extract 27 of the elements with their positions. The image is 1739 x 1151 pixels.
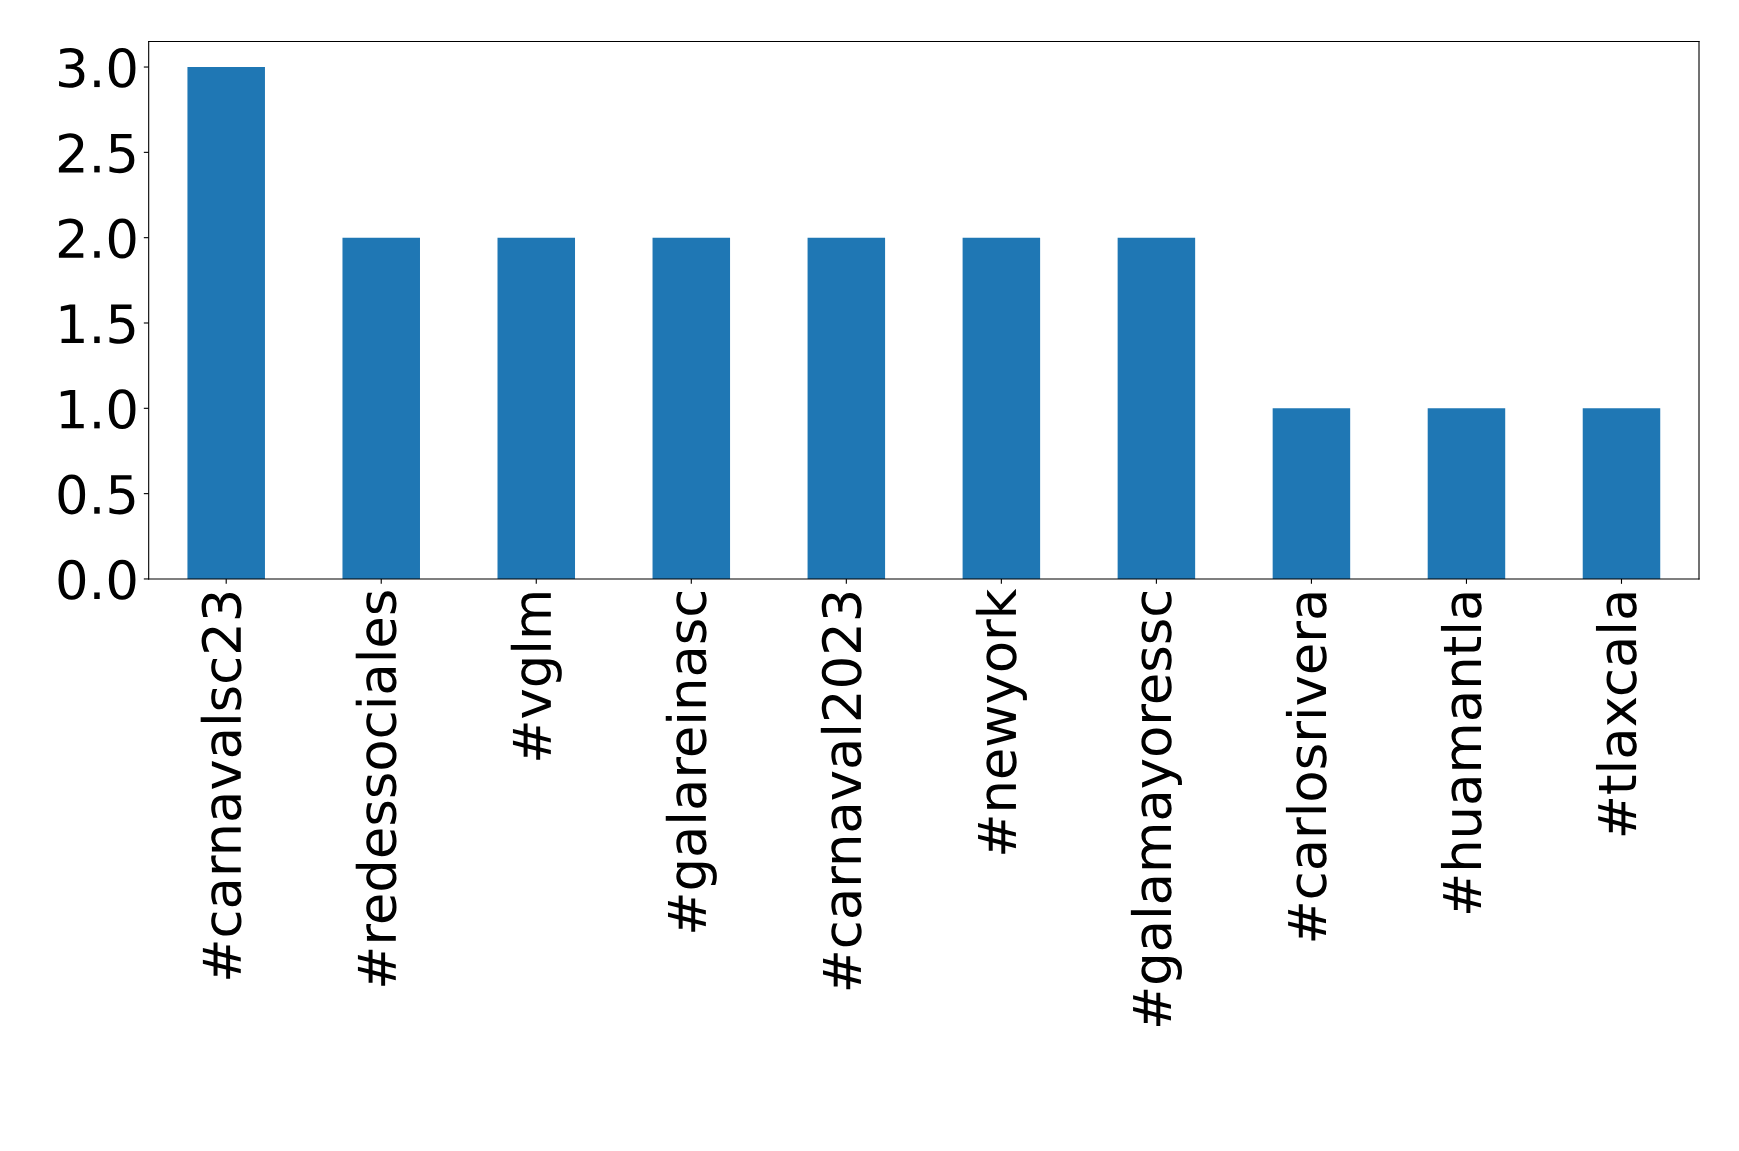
x-tick-label: #carnavalsc23 [200,592,242,979]
x-tick-label: #vglm [510,593,562,760]
bar [1582,408,1661,579]
bar [652,237,731,579]
bar [1427,408,1506,579]
bar [1117,237,1196,579]
x-tick-label: #redessociales [355,591,397,986]
y-tick-label: 2.0 [58,218,136,259]
y-tick-label: 0.5 [58,474,135,515]
x-tick-label: #galamayoressc [1130,591,1182,1026]
bar [962,237,1041,579]
bar [342,237,420,579]
y-tick-label: 0.0 [58,559,136,600]
y-tick-label: 3.0 [59,47,136,88]
x-tick-label: #tlaxcala [1595,593,1637,836]
y-tick-label: 1.5 [60,304,135,344]
x-tick-label: #carnaval2023 [820,592,862,990]
bar [497,237,576,579]
x-tick-label: #carlosrivera [1285,593,1327,941]
y-tick-label: 2.5 [58,133,135,174]
x-tick-label: #newyork [975,588,1027,854]
bar [807,237,886,579]
bar [1272,408,1351,579]
x-tick-label: #huamantla [1440,593,1482,913]
x-tick-label: #galareinasc [665,591,717,932]
bar [187,67,265,579]
y-tick-label: 1.0 [60,389,136,430]
